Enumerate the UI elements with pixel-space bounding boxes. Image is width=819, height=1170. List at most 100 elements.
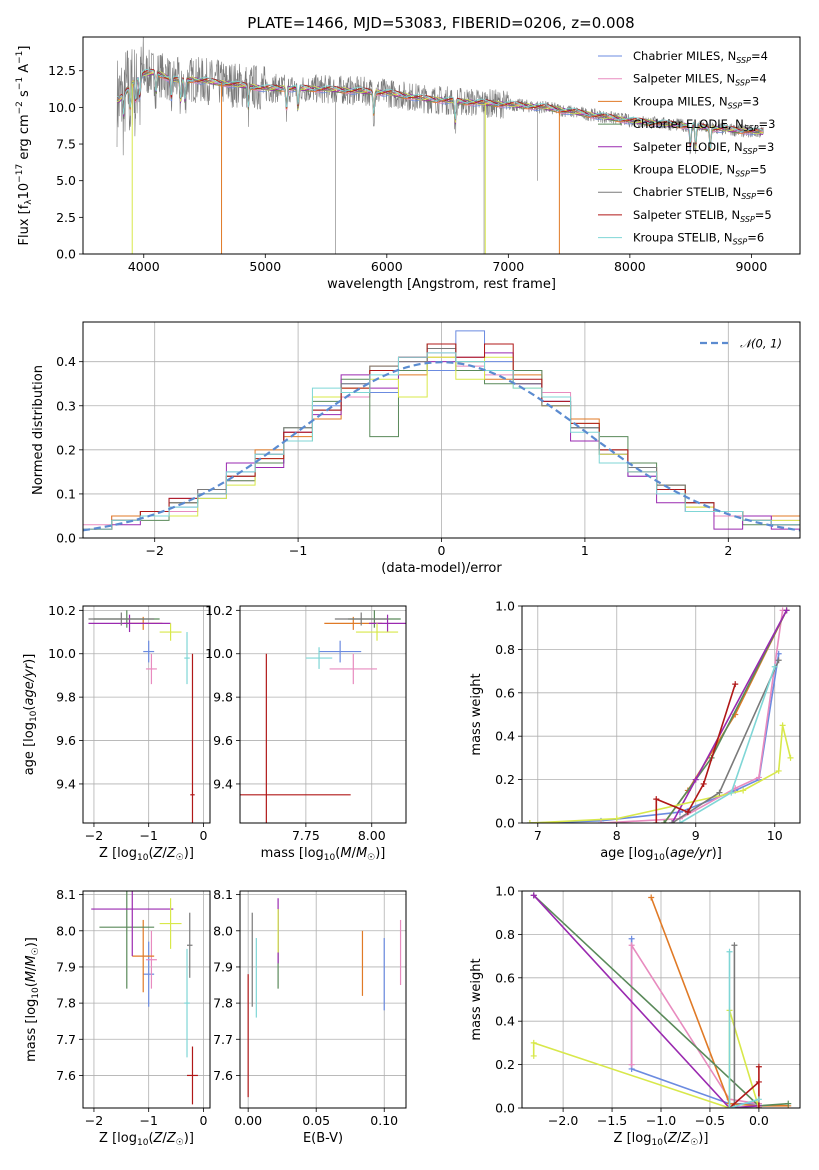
label-part: 10 (651, 1138, 663, 1148)
y-tick-label: 0.1 (56, 486, 76, 501)
label-part: / (24, 966, 39, 971)
mass-weight-marker (783, 607, 790, 614)
legend-label: Salpeter ELODIE, NSSP=3 (633, 140, 774, 156)
label-part: 10 (29, 710, 39, 722)
y-tick-label: 7.8 (213, 996, 233, 1011)
label-part: −2 (15, 101, 25, 114)
y-tick-label: 0.2 (495, 1057, 515, 1072)
y-axis-label: Normed distribution (31, 365, 46, 495)
label-part: / (677, 1131, 682, 1146)
label-part: mass [log (24, 999, 39, 1062)
x-tick-label: −1 (139, 828, 157, 843)
legend-sub: SSP (741, 192, 756, 201)
label-part: Z [log (99, 846, 137, 861)
y-axis-label: Flux [fλ10−17 erg cm−2 s−1 A−1] (15, 46, 34, 246)
label-part: age [log (600, 846, 653, 861)
label-part: ( (22, 706, 37, 711)
label-part: ☉ (176, 853, 184, 863)
mass-weight-marker (676, 820, 683, 823)
figure-title: PLATE=1466, MJD=53083, FIBERID=0206, z=0… (247, 14, 634, 32)
spectrum-model-line (116, 71, 764, 151)
normal-curve (83, 360, 800, 532)
mass-weight-marker (731, 942, 738, 949)
mass-weight-marker (726, 1105, 733, 1108)
legend-text: Kroupa ELODIE, N (633, 163, 735, 177)
mass-weight-marker (732, 681, 739, 688)
label-part: 10 (31, 987, 41, 999)
label-part: Z (680, 1131, 691, 1146)
legend-label: Salpeter MILES, NSSP=4 (633, 72, 767, 88)
legend-text: Salpeter ELODIE, N (633, 140, 743, 154)
axes-spectrum: 4000 5000 6000 7000 8000 9000 0.0 2.5 5.0 7.5 10.0… (15, 36, 801, 292)
label-part: mass weight (469, 673, 484, 755)
mass-weight-marker (775, 657, 782, 664)
mass-weight-marker (740, 787, 747, 794)
y-tick-label: 7.7 (213, 1032, 233, 1047)
y-tick-label: 10.0 (205, 646, 233, 661)
mass-weight-line (728, 951, 760, 1108)
legend-sub: SSP (735, 79, 750, 88)
spectrum-model-line (116, 69, 764, 149)
mass-weight-marker (716, 789, 723, 796)
x-tick-label: 6000 (371, 259, 403, 274)
label-part: Z (667, 1131, 678, 1146)
label-part: −1 (15, 51, 25, 64)
spectrum-model-line (116, 69, 764, 148)
label-part: ☉ (31, 947, 41, 955)
x-axis-label: Z [log10(Z/Z☉)] (99, 846, 194, 863)
mass-weight-marker (628, 942, 635, 949)
label-part: 10 (137, 1138, 149, 1148)
label-part: −1 (15, 77, 25, 90)
label-part: M (340, 846, 351, 861)
legend: 𝒩(0, 1) (700, 337, 782, 351)
mass-weight-line (532, 1010, 760, 1108)
label-part: erg cm (17, 114, 32, 163)
legend-sub: SSP (744, 124, 759, 133)
mass-weight-marker (692, 776, 699, 783)
legend-label: Kroupa MILES, NSSP=3 (633, 94, 759, 110)
y-tick-label: 0.0 (56, 247, 76, 262)
label-part: λ (24, 199, 34, 205)
x-tick-label: 0 (199, 828, 207, 843)
label-part: / (162, 1131, 167, 1146)
y-tick-label: 0.0 (495, 1101, 515, 1116)
x-tick-label: 8 (613, 828, 621, 843)
mass-weight-marker (526, 820, 533, 823)
legend-label: Kroupa ELODIE, NSSP=5 (633, 163, 767, 179)
mass-weight-marker (755, 1078, 762, 1085)
y-tick-label: 0.6 (495, 970, 515, 985)
y-tick-label: 0.0 (495, 816, 515, 831)
label-part: (data-model)/error (381, 561, 502, 576)
mass-weight-marker (755, 1105, 762, 1108)
label-part: Z (166, 846, 177, 861)
label-part: 10 (17, 183, 32, 200)
y-tick-label: 1.0 (495, 884, 515, 899)
x-tick-label: −1 (139, 1113, 157, 1128)
y-tick-label: 5.0 (56, 173, 76, 188)
label-part: )] (712, 846, 722, 861)
x-axis-label: E(B-V) (303, 1131, 343, 1146)
mass-weight-marker (661, 820, 668, 823)
label-part: ( (148, 1131, 153, 1146)
axes-mass_vs_Z: −2 −1 07.67.77.87.98.08.1Z [log10(Z/Z☉)]ma… (24, 887, 211, 1148)
legend-label: Chabrier MILES, NSSP=4 (633, 49, 768, 65)
label-part: ( (24, 982, 39, 987)
x-tick-label: 2 (724, 543, 732, 558)
legend-text: Salpeter MILES, N (633, 72, 735, 86)
x-tick-label: 0.0 (749, 1113, 769, 1128)
label-part: M (356, 846, 367, 861)
mass-weight-marker (648, 894, 655, 901)
legend-sub: SSP (743, 147, 758, 156)
y-tick-label: 9.8 (213, 690, 233, 705)
mass-weight-line (650, 897, 789, 1107)
mass-weight-line (671, 659, 780, 823)
legend-text: Chabrier MILES, N (633, 49, 736, 63)
axes-frame (239, 605, 407, 824)
label-part: )] (184, 846, 194, 861)
x-axis-label: mass [log10(M/M☉)] (261, 846, 386, 863)
label-part: Z (153, 1131, 164, 1146)
x-axis-label: age [log10(age/yr)] (600, 846, 722, 863)
histogram-steps (83, 352, 800, 538)
mass-weight-marker (728, 789, 735, 796)
